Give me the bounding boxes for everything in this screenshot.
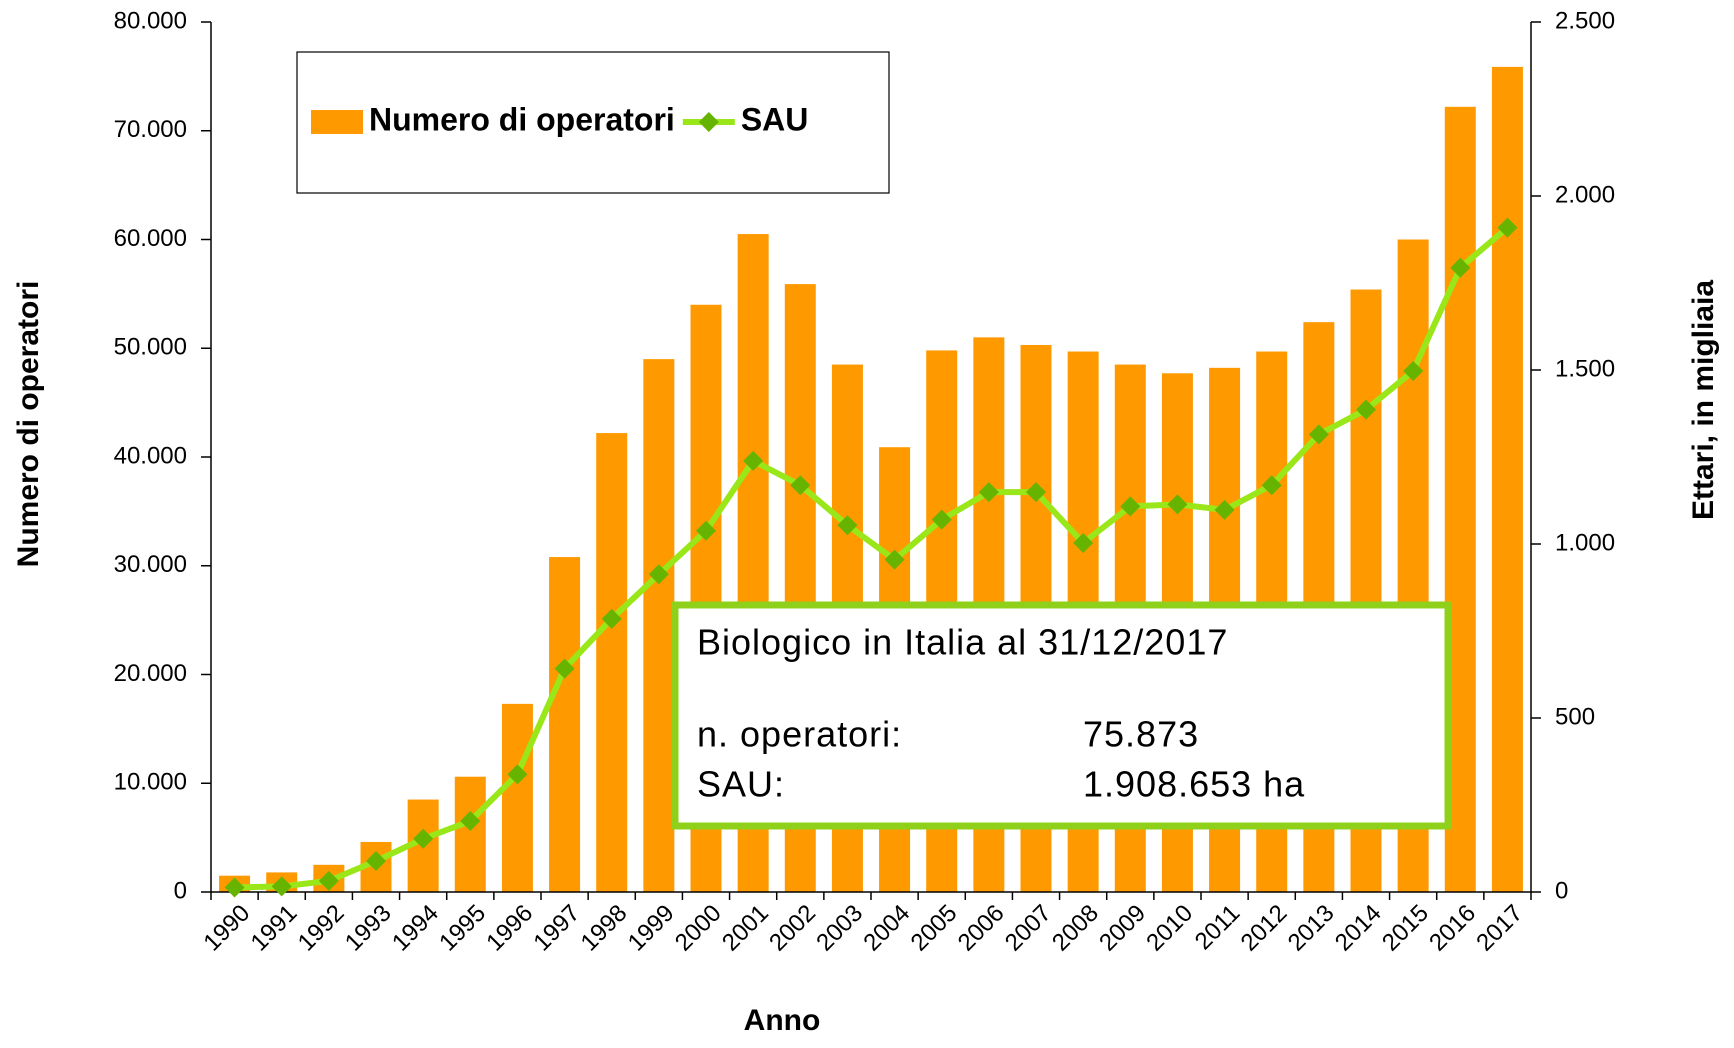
x-tick-label: 2003 — [811, 900, 868, 957]
y-tick-label: 10.000 — [114, 769, 187, 796]
marker — [554, 658, 575, 679]
legend-label: Numero di operatori — [369, 101, 675, 137]
bar — [643, 359, 675, 892]
x-tick-label: 2007 — [1000, 900, 1057, 957]
legend-swatch — [311, 110, 363, 134]
y2-tick-label: 2.500 — [1555, 7, 1615, 34]
marker — [1261, 475, 1282, 496]
x-tick-label: 2016 — [1424, 900, 1481, 957]
marker — [1026, 482, 1046, 503]
bar — [596, 433, 628, 892]
marker — [1450, 257, 1471, 278]
x-tick-label: 1993 — [340, 900, 397, 957]
marker — [1308, 424, 1329, 445]
y-tick-label: 70.000 — [114, 116, 187, 143]
marker — [460, 811, 481, 832]
bar — [454, 776, 486, 892]
x-tick-label: 2000 — [670, 900, 727, 957]
marker — [837, 515, 858, 536]
marker — [696, 520, 716, 541]
y2-tick-label: 1.000 — [1555, 529, 1615, 556]
y2-axis-label: Ettari, in migliaia — [1687, 280, 1720, 520]
x-tick-label: 2015 — [1377, 900, 1434, 957]
line — [234, 225, 1510, 891]
marker — [413, 828, 434, 849]
legend-label: SAU — [741, 101, 809, 137]
y-tick-label: 80.000 — [114, 7, 187, 34]
x-tick-label: 1999 — [623, 900, 680, 957]
marker — [1120, 496, 1141, 517]
x-tick-label: 1998 — [576, 900, 633, 957]
marker — [507, 764, 528, 785]
x-tick-label: 2011 — [1190, 900, 1246, 956]
y-tick-label: 60.000 — [114, 225, 187, 252]
marker — [224, 877, 245, 898]
y-tick-label: 40.000 — [114, 442, 187, 469]
bar — [1491, 66, 1523, 893]
annotation-text: 75.873 — [1083, 714, 1199, 755]
y2-tick-label: 500 — [1555, 703, 1595, 730]
y2-tick-label: 1.500 — [1555, 355, 1615, 382]
bar — [549, 557, 581, 892]
x-tick-label: 2005 — [906, 900, 963, 957]
y2-tick-label: 2.000 — [1555, 181, 1615, 208]
bar — [501, 703, 533, 892]
marker — [271, 876, 292, 897]
x-tick-label: 2008 — [1047, 900, 1104, 957]
x-tick-label: 1992 — [293, 900, 350, 957]
marker — [648, 564, 669, 585]
x-tick-label: 2012 — [1236, 900, 1293, 957]
marker — [1167, 494, 1188, 515]
marker — [1356, 399, 1376, 420]
annotation-text: n. operatori: — [697, 714, 902, 755]
x-axis-label: Anno — [744, 1004, 821, 1037]
x-tick-label: 2014 — [1330, 900, 1387, 957]
y-tick-label: 50.000 — [114, 334, 187, 361]
marker — [978, 482, 999, 503]
x-tick-label: 1995 — [434, 900, 491, 957]
x-tick-label: 2001 — [717, 900, 774, 957]
x-tick-label: 2017 — [1471, 900, 1528, 957]
marker — [1214, 499, 1235, 520]
x-tick-label: 2004 — [858, 900, 915, 957]
x-tick-label: 1991 — [246, 900, 303, 957]
marker — [884, 549, 905, 570]
marker — [601, 608, 622, 629]
marker — [790, 475, 811, 496]
y2-tick-label: 0 — [1555, 877, 1568, 904]
x-tick-label: 2002 — [764, 900, 821, 957]
annotation-text: SAU: — [697, 764, 785, 805]
x-tick-label: 1994 — [387, 900, 444, 957]
y-tick-label: 0 — [174, 877, 187, 904]
x-tick-label: 1990 — [198, 900, 255, 957]
annotation-title: Biologico in Italia al 31/12/2017 — [697, 622, 1228, 663]
marker — [1073, 532, 1094, 553]
x-tick-label: 2009 — [1094, 900, 1151, 957]
y-tick-label: 20.000 — [114, 660, 187, 687]
marker — [1403, 361, 1424, 382]
marker — [743, 450, 764, 471]
x-tick-label: 2010 — [1141, 900, 1198, 957]
x-tick-label: 2013 — [1283, 900, 1340, 957]
x-tick-label: 2006 — [953, 900, 1010, 957]
y-tick-label: 30.000 — [114, 551, 187, 578]
marker — [931, 509, 952, 530]
annotation-box — [671, 601, 1452, 830]
marker — [366, 851, 386, 872]
legend-marker — [698, 112, 719, 132]
annotation-text: 1.908.653 ha — [1083, 764, 1305, 805]
legend-box — [296, 51, 890, 194]
marker — [1497, 217, 1518, 238]
y-axis-label: Numero di operatori — [12, 281, 45, 568]
x-tick-label: 1996 — [481, 900, 538, 957]
x-tick-label: 1997 — [528, 900, 585, 957]
marker — [318, 870, 339, 891]
